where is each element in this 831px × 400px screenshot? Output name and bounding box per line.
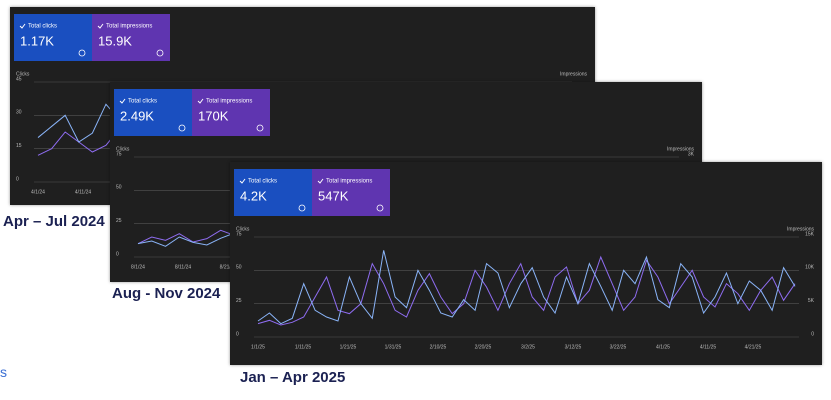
x-tick-label: 4/11/24 — [75, 189, 92, 195]
metric-label: Total impressions — [326, 179, 372, 185]
impressions-line — [257, 255, 796, 326]
check-icon — [317, 178, 324, 184]
x-tick-label: 2/20/25 — [475, 344, 492, 350]
search-console-panel: Total clicks 4.2K Total impressions 547K Cli… — [230, 162, 822, 365]
right-axis-label: Impressions — [560, 71, 587, 77]
metric-label: Total impressions — [206, 99, 252, 105]
metric-value: 170K — [198, 108, 229, 123]
check-icon — [19, 23, 26, 29]
y2-tick-label: 3K — [688, 151, 695, 157]
period-caption: Jan – Apr 2025 — [240, 369, 346, 386]
right-axis-label: Impressions — [787, 226, 814, 232]
y2-tick-label: 10K — [805, 265, 815, 271]
help-icon — [256, 124, 264, 132]
left-axis-label: Clicks — [16, 71, 30, 77]
x-tick-label: 4/11/25 — [700, 344, 717, 350]
check-icon — [119, 98, 126, 104]
y-tick-label: 50 — [116, 185, 122, 191]
y-tick-label: 50 — [236, 265, 242, 271]
period-caption: Apr – Jul 2024 — [3, 213, 105, 230]
x-tick-label: 1/1/25 — [251, 344, 265, 350]
y-tick-label: 75 — [116, 151, 122, 157]
x-tick-label: 3/2/25 — [521, 344, 535, 350]
help-icon — [298, 204, 306, 212]
left-axis-label: Clicks — [236, 226, 250, 232]
y2-tick-label: 15K — [805, 231, 815, 237]
x-tick-label: 3/22/25 — [610, 344, 627, 350]
y-tick-label: 0 — [236, 331, 239, 337]
x-tick-label: 1/31/25 — [385, 344, 402, 350]
x-tick-label: 2/10/25 — [430, 344, 447, 350]
metric-label: Total impressions — [106, 24, 152, 30]
period-caption: Aug - Nov 2024 — [112, 285, 221, 302]
metric-label: Total clicks — [248, 179, 277, 185]
x-tick-label: 8/11/24 — [175, 264, 192, 270]
y-tick-label: 0 — [16, 176, 19, 182]
metric-value: 1.17K — [20, 33, 54, 48]
clicks-line — [257, 250, 796, 325]
x-tick-label: 4/1/24 — [31, 189, 45, 195]
metric-value: 15.9K — [98, 33, 132, 48]
y-tick-label: 30 — [16, 110, 22, 116]
help-icon — [156, 49, 164, 57]
metric-value: 4.2K — [240, 188, 267, 203]
help-icon — [376, 204, 384, 212]
metric-value: 547K — [318, 188, 349, 203]
x-tick-label: 8/21/24 — [220, 264, 237, 270]
right-axis-label: Impressions — [667, 146, 694, 152]
y-tick-label: 25 — [116, 218, 122, 224]
panel-chart: Total clicks 2.49K Total impressions 170K Cl… — [114, 89, 695, 270]
left-axis-label: Clicks — [116, 146, 130, 152]
panel-chart: Total clicks 4.2K Total impressions 547K Cli… — [234, 169, 815, 350]
x-tick-label: 4/1/25 — [656, 344, 670, 350]
help-icon — [178, 124, 186, 132]
metric-label: Total clicks — [28, 24, 57, 30]
y-tick-label: 25 — [236, 298, 242, 304]
y-tick-label: 15 — [16, 143, 22, 149]
y-tick-label: 0 — [116, 251, 119, 257]
check-icon — [239, 178, 246, 184]
metric-label: Total clicks — [128, 99, 157, 105]
x-tick-label: 1/11/25 — [295, 344, 312, 350]
help-icon — [78, 49, 86, 57]
check-icon — [197, 98, 204, 104]
side-text: s — [0, 364, 7, 380]
y2-tick-label: 0 — [811, 331, 814, 337]
x-tick-label: 3/12/25 — [565, 344, 582, 350]
y-tick-label: 45 — [16, 76, 22, 82]
x-tick-label: 8/1/24 — [131, 264, 145, 270]
x-tick-label: 1/21/25 — [340, 344, 357, 350]
y-tick-label: 75 — [236, 231, 242, 237]
metric-value: 2.49K — [120, 108, 154, 123]
check-icon — [97, 23, 104, 29]
y2-tick-label: 5K — [808, 298, 815, 304]
x-tick-label: 4/21/25 — [745, 344, 762, 350]
